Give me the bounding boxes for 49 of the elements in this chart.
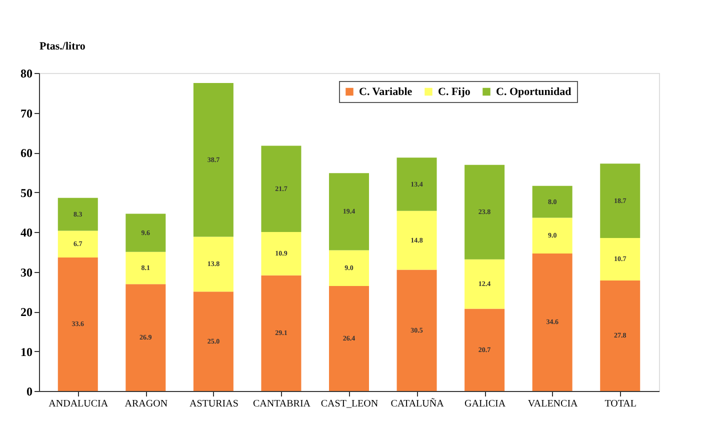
- bar: [58, 257, 98, 391]
- y-tick-label: 20: [20, 305, 32, 319]
- x-tick-label: ANDALUCIA: [48, 398, 109, 410]
- bar: [396, 210, 437, 270]
- bar: [600, 164, 640, 238]
- bar: [532, 253, 572, 391]
- x-tick-label: TOTAL: [604, 398, 637, 410]
- y-axis-title: Ptas./litro: [40, 40, 86, 52]
- legend-label: C. Oportunidad: [496, 86, 572, 98]
- x-tick-label: VALENCIA: [528, 398, 579, 410]
- legend-label: C. Fijo: [438, 86, 471, 98]
- bar: [58, 230, 98, 258]
- y-tick-label: 0: [26, 384, 32, 398]
- bar: [126, 284, 166, 391]
- bar: [329, 286, 369, 391]
- y-tick-label: 30: [20, 265, 32, 280]
- bar: [193, 292, 234, 391]
- bar: [126, 252, 166, 284]
- y-tick-label: 60: [20, 146, 32, 160]
- bar: [532, 218, 572, 254]
- x-tick-label: CANTABRIA: [252, 398, 312, 410]
- bar: [396, 158, 437, 211]
- y-tick-label: 80: [20, 66, 32, 80]
- x-tick-label: ARAGON: [124, 398, 168, 410]
- bar: [58, 198, 98, 231]
- bar: [532, 186, 572, 218]
- y-tick-label: 40: [20, 226, 32, 240]
- bar: [126, 214, 166, 252]
- bar: [396, 270, 437, 391]
- bar: [464, 308, 505, 391]
- y-tick-label: 70: [20, 106, 32, 120]
- bar: [261, 232, 302, 276]
- x-tick-label: CAST_LEON: [320, 398, 378, 410]
- bar: [329, 250, 369, 286]
- x-tick-label: ASTURIAS: [189, 398, 238, 410]
- bar: [261, 275, 302, 391]
- legend-label: C. Variable: [359, 86, 412, 98]
- bar: [261, 146, 302, 232]
- bar: [329, 173, 369, 250]
- x-tick-label: CATALUÑA: [390, 398, 445, 410]
- bar: [193, 236, 234, 292]
- bar: [600, 280, 640, 391]
- bar: [193, 82, 234, 237]
- bar: [600, 238, 640, 280]
- bar: [464, 164, 505, 260]
- y-tick-label: 10: [20, 344, 32, 359]
- x-tick-label: GALICIA: [464, 398, 506, 410]
- bar: [464, 259, 505, 309]
- y-tick-label: 50: [20, 186, 32, 200]
